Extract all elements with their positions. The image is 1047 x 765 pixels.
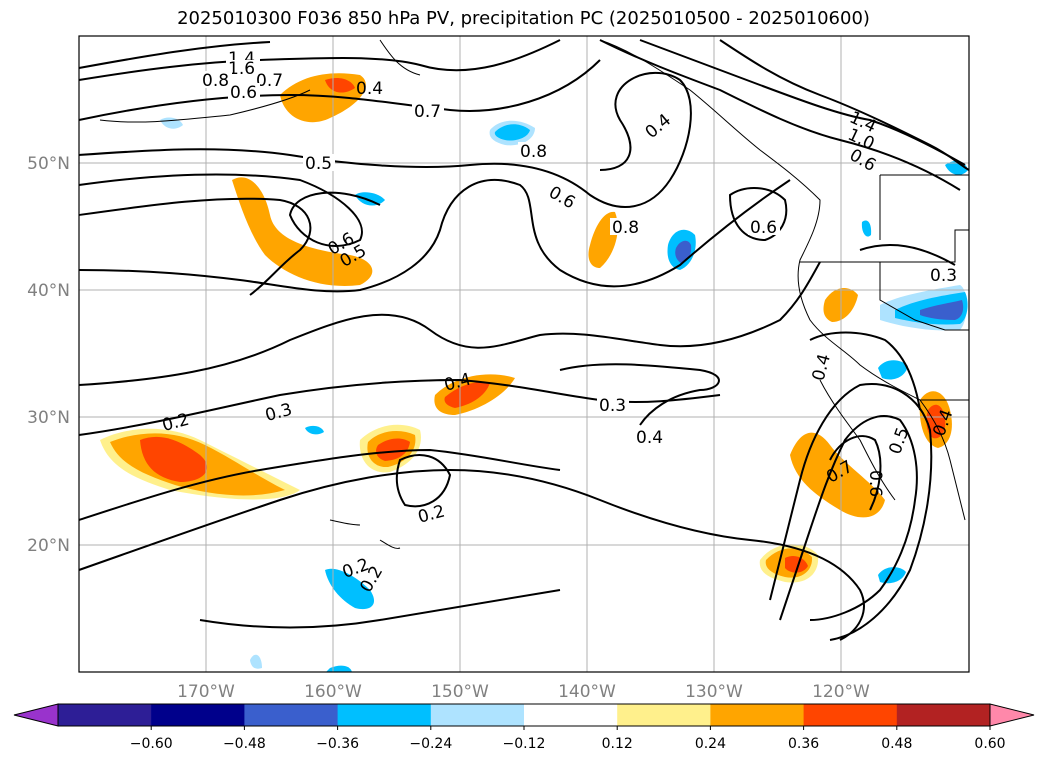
lon-label: 140°W <box>558 682 616 702</box>
map-title: 2025010300 F036 850 hPa PV, precipitatio… <box>177 8 870 29</box>
colorbar: −0.60 −0.48 −0.36 −0.24 −0.12 0.12 0.24 0.36 0.4… <box>13 703 1035 752</box>
lon-label: 120°W <box>812 682 870 702</box>
colorbar-tick-label: −0.48 <box>223 736 266 752</box>
lat-label: 30°N <box>27 408 70 428</box>
colorbar-segment <box>244 704 339 726</box>
colorbar-segment <box>803 704 898 726</box>
lat-label: 40°N <box>27 281 70 301</box>
colorbar-segment <box>710 704 805 726</box>
contour-label: 0.5 <box>305 154 332 174</box>
colorbar-tick-label: −0.12 <box>503 736 546 752</box>
colorbar-tick-label: 0.24 <box>695 736 726 752</box>
colorbar-tick-label: 0.12 <box>602 736 633 752</box>
contour-label: 0.3 <box>599 396 626 416</box>
lon-label: 160°W <box>304 682 362 702</box>
colorbar-segment <box>151 704 245 726</box>
colorbar-tick-label: −0.60 <box>130 736 173 752</box>
contour-label: 0.6 <box>865 470 885 497</box>
colorbar-tick-label: −0.36 <box>316 736 359 752</box>
colorbar-segment <box>58 704 152 726</box>
contour-label: 0.4 <box>636 428 663 448</box>
contour-label: 0.8 <box>612 218 639 238</box>
lat-label: 20°N <box>27 536 70 556</box>
graticule <box>79 36 969 672</box>
contour-label: 0.7 <box>414 102 441 122</box>
contour-label: 0.8 <box>202 71 229 91</box>
colorbar-tick-label: 0.60 <box>974 736 1005 752</box>
lat-label: 50°N <box>27 154 70 174</box>
colorbar-tick-label: 0.48 <box>881 736 912 752</box>
lon-label: 150°W <box>431 682 489 702</box>
colorbar-segment <box>617 704 711 726</box>
colorbar-segment <box>337 704 432 726</box>
colorbar-tick-label: 0.36 <box>788 736 819 752</box>
contour-label: 1.6 <box>228 59 255 79</box>
contour-label: 0.6 <box>230 83 257 103</box>
contour-label: 0.7 <box>256 71 283 91</box>
contour-label: 0.4 <box>356 79 383 99</box>
latitude-labels: 50°N 40°N 30°N 20°N <box>27 154 70 556</box>
colorbar-extend-min <box>13 703 59 727</box>
coastlines <box>99 39 969 549</box>
longitude-labels: 170°W 160°W 150°W 140°W 130°W 120°W <box>177 682 870 702</box>
contour-label: 0.3 <box>930 266 957 286</box>
colorbar-segment <box>430 704 525 726</box>
contour-label: 0.8 <box>520 142 547 162</box>
precip-shading <box>100 73 968 672</box>
colorbar-segment <box>524 704 618 726</box>
colorbar-segment <box>896 704 991 726</box>
lon-label: 170°W <box>177 682 235 702</box>
colorbar-tick-label: −0.24 <box>409 736 452 752</box>
lon-label: 130°W <box>685 682 743 702</box>
contour-label: 0.6 <box>750 218 777 238</box>
colorbar-extend-max <box>989 703 1035 727</box>
map-frame <box>78 35 970 673</box>
